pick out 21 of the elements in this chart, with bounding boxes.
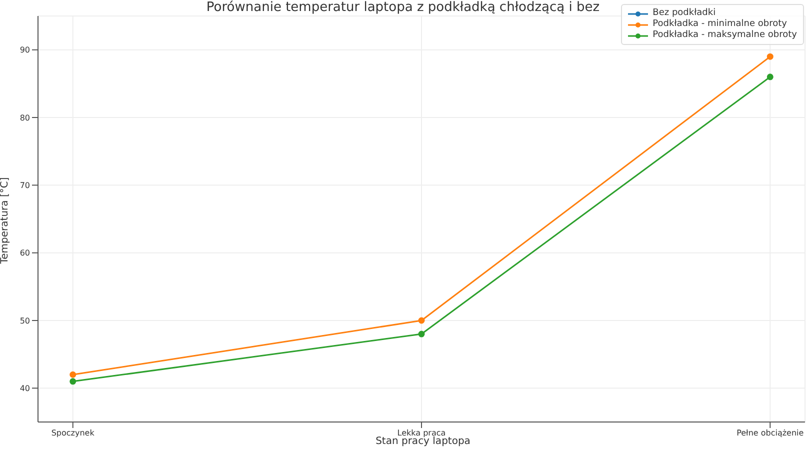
point bbox=[418, 330, 425, 338]
y-tick-label: 70 bbox=[20, 181, 30, 190]
point bbox=[766, 74, 774, 80]
y-tick-label: 90 bbox=[20, 46, 30, 55]
x-tick-label: Spoczynek bbox=[51, 428, 95, 438]
point bbox=[766, 53, 774, 60]
y-tick-label: 60 bbox=[20, 248, 30, 258]
y-axis-title: Temperatura [°C] bbox=[0, 176, 10, 266]
y-tick-label: 50 bbox=[20, 316, 30, 326]
legend-label: Bez podkładki bbox=[652, 8, 716, 19]
point bbox=[418, 317, 425, 324]
x-axis-title: Stan pracy laptopa bbox=[374, 436, 472, 447]
chart-title: Porównanie temperatur laptopa z podkładką chłodzącą i bez bbox=[206, 0, 600, 15]
y-tick-label: 80 bbox=[20, 113, 30, 122]
legend-label: Podkładka - minimalne obroty bbox=[652, 19, 787, 30]
point bbox=[70, 371, 76, 378]
y-tick-label: 40 bbox=[20, 384, 30, 394]
point bbox=[70, 378, 76, 385]
x-tick-label: Pełne obciążenie bbox=[736, 428, 804, 438]
legend-label: Podkładka - maksymalne obroty bbox=[652, 30, 797, 41]
x-tick-label: Lekka praca bbox=[397, 428, 446, 438]
